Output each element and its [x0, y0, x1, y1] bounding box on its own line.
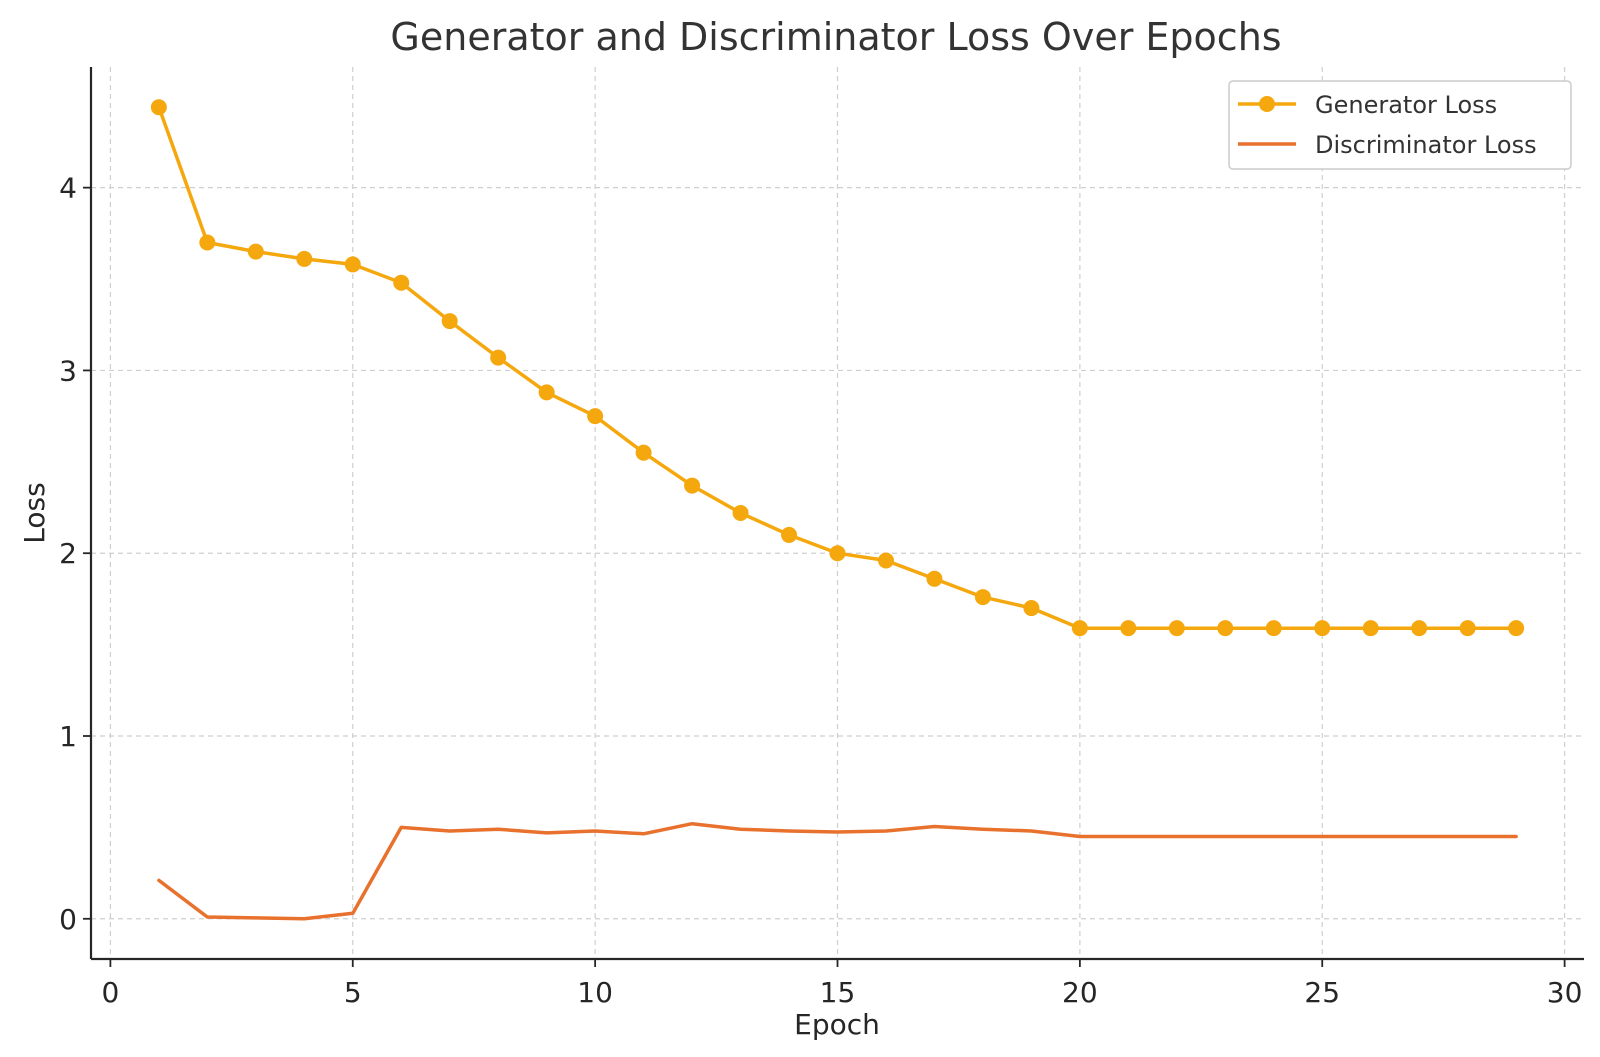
x-tick-label: 15	[820, 976, 856, 1009]
generator-loss-point	[393, 274, 410, 291]
x-tick-label: 25	[1304, 976, 1340, 1009]
y-tick-label: 2	[59, 537, 77, 570]
x-tick-label: 20	[1062, 976, 1098, 1009]
generator-loss-point	[1411, 620, 1428, 637]
grid-lines	[91, 67, 1584, 959]
generator-loss-point	[926, 570, 943, 587]
generator-loss-point	[344, 256, 361, 273]
generator-loss-point	[490, 349, 507, 366]
generator-loss-point	[1168, 620, 1185, 637]
generator-loss-point	[199, 234, 216, 251]
generator-loss-point	[732, 505, 749, 521]
generator-loss-point	[150, 99, 167, 116]
generator-loss-point	[1120, 620, 1137, 637]
x-tick-label: 10	[577, 976, 613, 1009]
x-axis-label: Epoch	[794, 1008, 880, 1041]
generator-loss-point	[684, 477, 701, 494]
generator-loss-point	[974, 589, 991, 606]
generator-loss-point	[1217, 620, 1234, 637]
y-tick-label: 1	[59, 720, 77, 753]
y-tick-label: 4	[59, 172, 77, 205]
legend-discriminator-label: Discriminator Loss	[1315, 131, 1537, 159]
generator-loss-point	[1362, 620, 1379, 637]
x-tick-label: 0	[101, 976, 119, 1009]
y-tick-label: 3	[59, 354, 77, 387]
generator-loss-point	[829, 545, 846, 562]
generator-loss-point	[441, 313, 458, 330]
generator-loss-point	[296, 250, 313, 267]
generator-loss-point	[1459, 620, 1476, 637]
x-tick-label: 30	[1547, 976, 1583, 1009]
generator-loss-point	[1071, 620, 1088, 637]
generator-loss-point	[247, 243, 264, 260]
generator-loss-point	[1023, 600, 1040, 617]
chart-title: Generator and Discriminator Loss Over Ep…	[390, 15, 1281, 59]
generator-loss-point	[781, 526, 798, 543]
series-layer	[150, 99, 1525, 921]
tick-labels: 0 5 10 15 20 25 30 0 1 2 3 4	[59, 172, 1582, 1009]
generator-loss-point	[538, 384, 555, 401]
generator-loss-point	[635, 444, 652, 461]
legend-generator-marker	[1259, 96, 1275, 112]
y-axis-label: Loss	[18, 482, 51, 543]
generator-loss-point	[877, 552, 894, 569]
generator-loss-point	[1508, 620, 1525, 637]
generator-loss-point	[1314, 620, 1331, 637]
legend: Generator Loss Discriminator Loss	[1228, 80, 1572, 170]
generator-loss-point	[1265, 620, 1282, 637]
legend-box	[1228, 80, 1572, 170]
discriminator-loss-line	[157, 821, 1518, 921]
generator-loss-point	[587, 408, 604, 425]
y-tick-label: 0	[59, 903, 77, 936]
x-tick-label: 5	[344, 976, 362, 1009]
legend-generator-label: Generator Loss	[1315, 91, 1497, 119]
